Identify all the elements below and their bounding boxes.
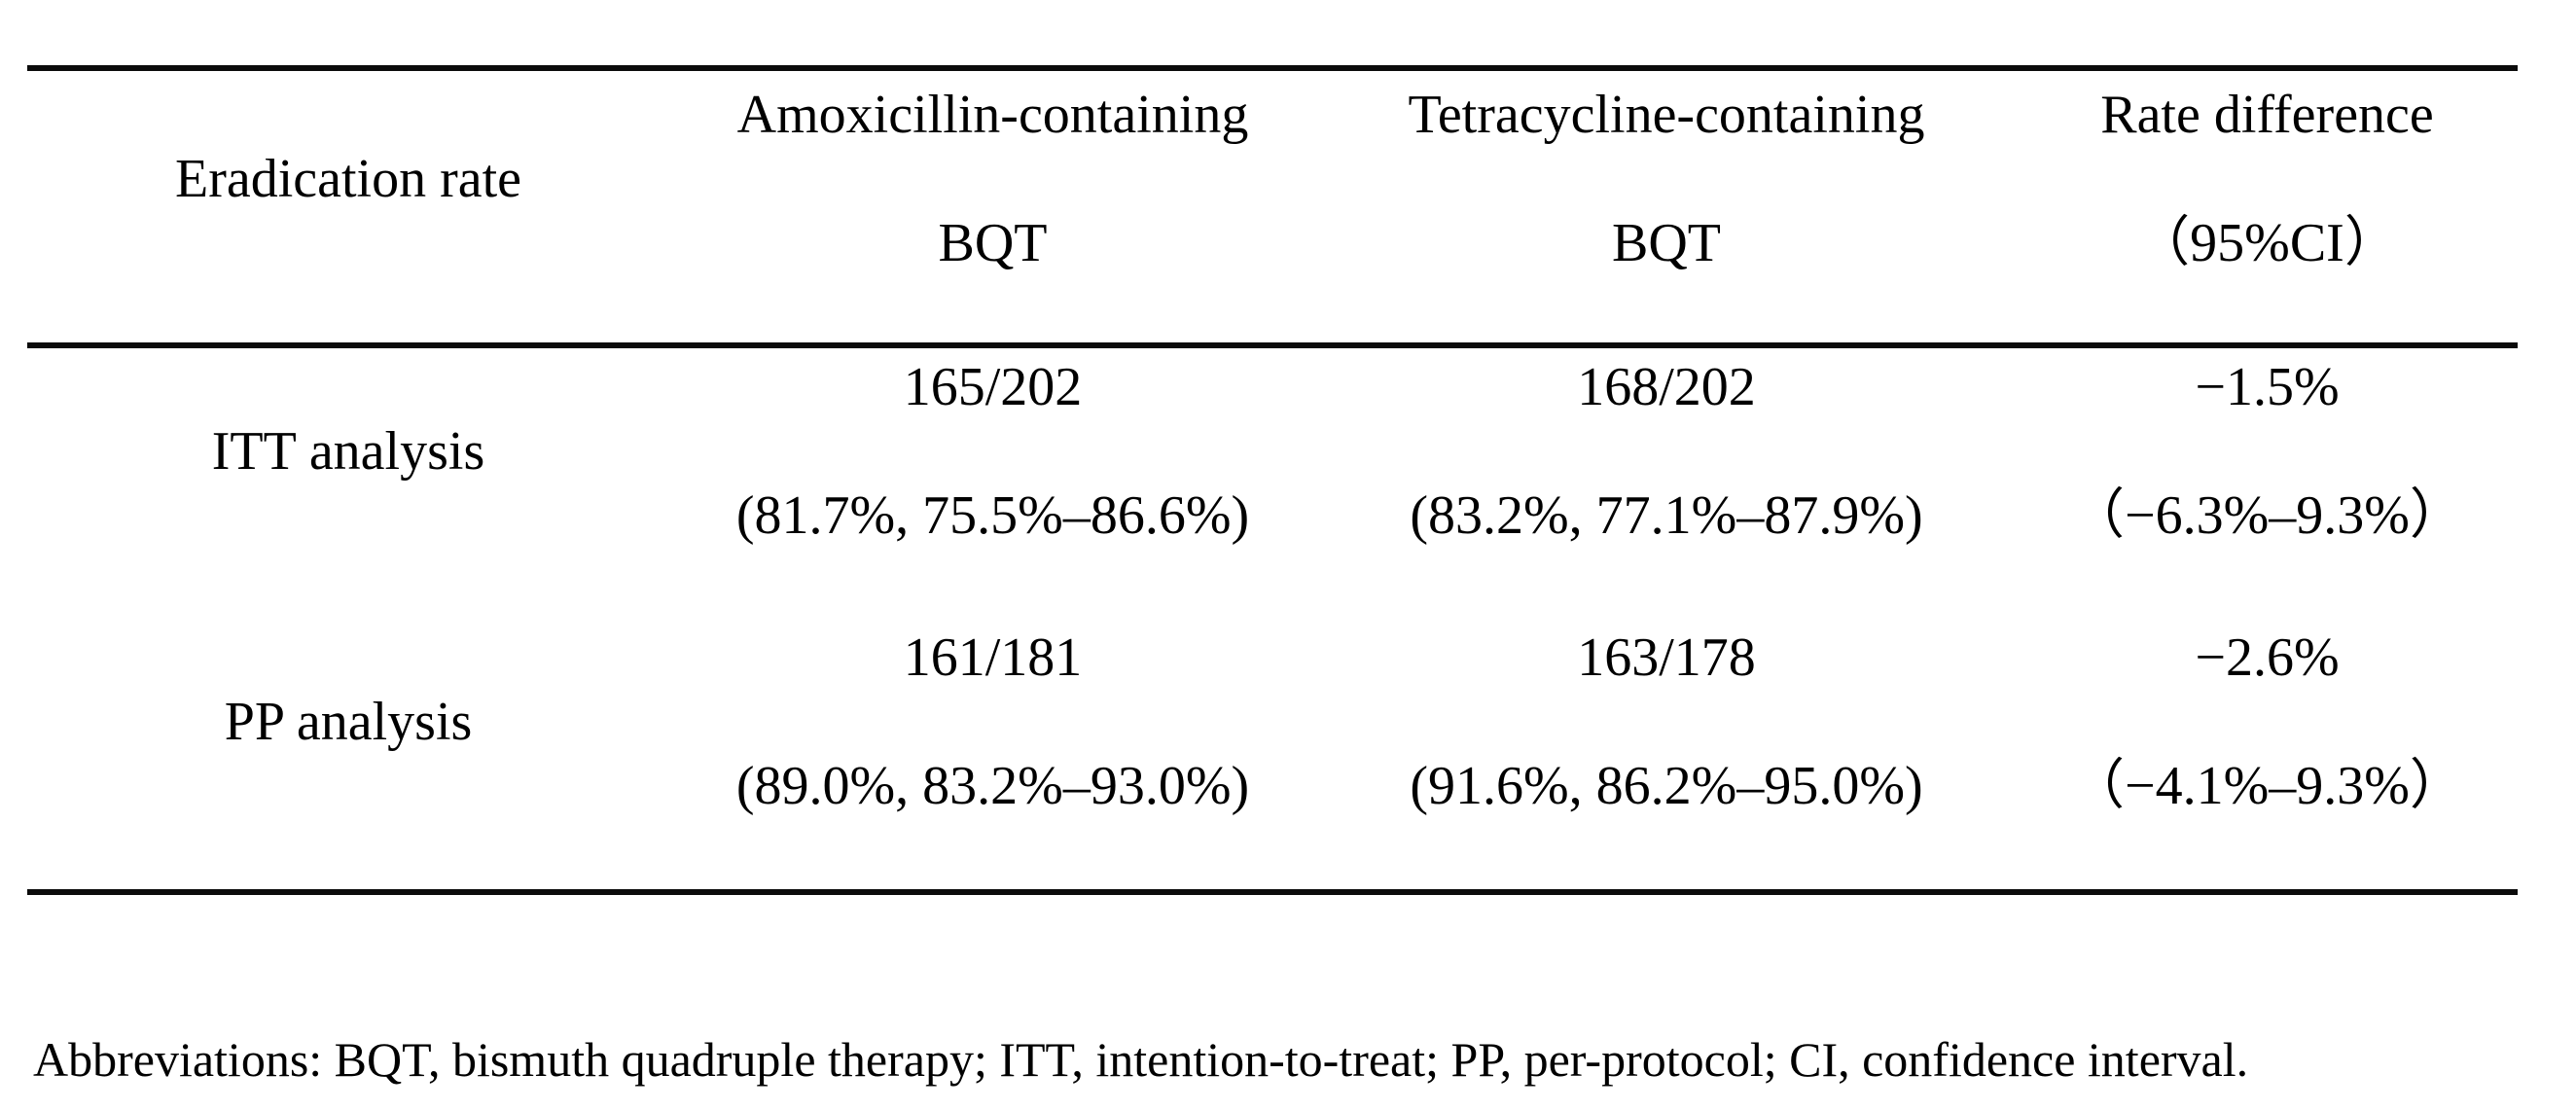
table-header-rule (27, 342, 2518, 348)
header-cell-tetracycline-bqt: Tetracycline-containing BQT (1316, 71, 2017, 342)
itt-tetracycline-cell: 168/202 (83.2%, 77.1%–87.9%) (1316, 348, 2017, 619)
header-label-line2: BQT (938, 213, 1048, 273)
header-cellbox: Tetracycline-containing BQT (1316, 83, 2017, 275)
value-box: 163/178 (91.6%, 86.2%–95.0%) (1316, 626, 2017, 818)
header-cell-amoxicillin-bqt: Amoxicillin-containing BQT (669, 71, 1316, 342)
cell-value: 168/202 (1577, 357, 1756, 417)
row-label-cell: PP analysis (27, 619, 669, 889)
cell-value: −2.6% (2195, 627, 2340, 688)
header-cell-rate-difference: Rate difference （95%CI） (2017, 71, 2518, 342)
value-box: −1.5% （−6.3%–9.3%） (2017, 355, 2518, 548)
value-box: −2.6% （−4.1%–9.3%） (2017, 626, 2518, 818)
value-box: 161/181 (89.0%, 83.2%–93.0%) (669, 626, 1316, 818)
value-box: 165/202 (81.7%, 75.5%–86.6%) (669, 355, 1316, 548)
row-label-box: ITT analysis (27, 355, 669, 548)
abbreviations-footnote: Abbreviations: BQT, bismuth quadruple th… (33, 1032, 2249, 1087)
header-label-line2: BQT (1612, 213, 1721, 273)
pp-tetracycline-cell: 163/178 (91.6%, 86.2%–95.0%) (1316, 619, 2017, 889)
row-label-box: PP analysis (27, 626, 669, 818)
cell-ci: (89.0%, 83.2%–93.0%) (735, 756, 1250, 816)
cell-ci: (91.6%, 86.2%–95.0%) (1410, 756, 1923, 816)
eradication-rate-table: Eradication rate Amoxicillin-containing … (27, 65, 2518, 895)
row-label: ITT analysis (211, 421, 485, 482)
itt-amoxicillin-cell: 165/202 (81.7%, 75.5%–86.6%) (669, 348, 1316, 619)
pp-rate-difference-cell: −2.6% （−4.1%–9.3%） (2017, 619, 2518, 889)
header-label-line1: Tetracycline-containing (1408, 85, 1925, 145)
value-box: 168/202 (83.2%, 77.1%–87.9%) (1316, 355, 2017, 548)
table-top-rule (27, 65, 2518, 71)
header-label-line1: Rate difference (2100, 85, 2434, 145)
cell-ci: （−4.1%–9.3%） (2070, 756, 2464, 816)
cell-ci: (83.2%, 77.1%–87.9%) (1410, 485, 1923, 546)
table-header-row: Eradication rate Amoxicillin-containing … (27, 71, 2518, 342)
cell-value: −1.5% (2195, 357, 2340, 417)
table-row-pp: PP analysis 161/181 (89.0%, 83.2%–93.0%)… (27, 619, 2518, 889)
table-bottom-rule (27, 889, 2518, 895)
cell-ci: （−6.3%–9.3%） (2070, 485, 2464, 546)
row-label: PP analysis (224, 692, 473, 752)
header-cell-eradication-rate: Eradication rate (27, 71, 669, 342)
row-label-cell: ITT analysis (27, 348, 669, 619)
header-cellbox: Eradication rate (27, 83, 669, 275)
header-label-line1: Amoxicillin-containing (736, 85, 1249, 145)
cell-value: 165/202 (903, 357, 1083, 417)
header-label-line2: （95%CI） (2135, 213, 2399, 273)
header-cellbox: Rate difference （95%CI） (2017, 83, 2518, 275)
itt-rate-difference-cell: −1.5% （−6.3%–9.3%） (2017, 348, 2518, 619)
cell-value: 163/178 (1577, 627, 1756, 688)
table-row-itt: ITT analysis 165/202 (81.7%, 75.5%–86.6%… (27, 348, 2518, 619)
header-label: Eradication rate (174, 149, 521, 209)
cell-ci: (81.7%, 75.5%–86.6%) (735, 485, 1250, 546)
cell-value: 161/181 (903, 627, 1083, 688)
pp-amoxicillin-cell: 161/181 (89.0%, 83.2%–93.0%) (669, 619, 1316, 889)
header-cellbox: Amoxicillin-containing BQT (669, 83, 1316, 275)
